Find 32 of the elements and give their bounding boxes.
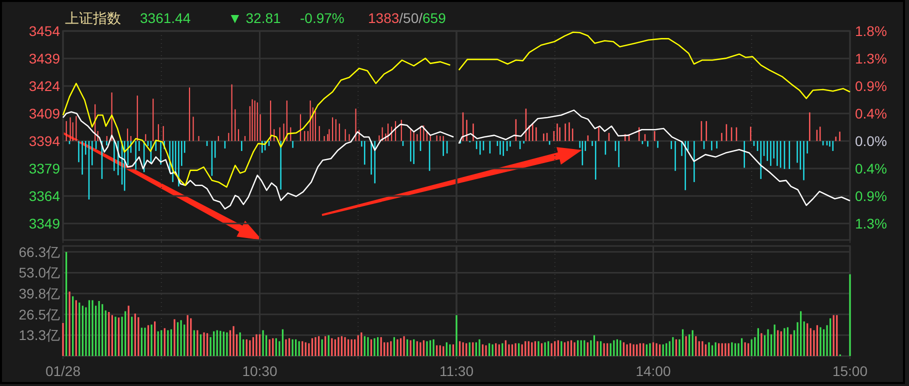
y2-tick-label: 0.9%	[855, 188, 887, 204]
line-series	[62, 58, 451, 188]
y-tick-label: 3454	[28, 23, 60, 39]
y-tick-label: 3424	[28, 78, 60, 94]
y-tick-label: 3379	[28, 160, 60, 176]
chart-title: 上证指数	[65, 10, 121, 26]
text: -0.97%	[300, 10, 344, 26]
y2-tick-label: 0.0%	[855, 133, 887, 150]
x-tick-label: 14:00	[636, 363, 671, 379]
y-tick-label: 13.3亿	[18, 327, 60, 344]
y2-tick-label: 1.3%	[855, 50, 887, 66]
y-tick-label: 3394	[28, 133, 60, 149]
x-tick-label: 10:30	[242, 363, 278, 379]
text: 1383/50/659	[368, 10, 446, 26]
y2-tick-label: 1.8%	[855, 23, 887, 39]
x-tick-label: 01/28	[45, 363, 81, 379]
y-tick-label: 39.8亿	[18, 285, 60, 302]
y-tick-label: 3349	[28, 216, 60, 232]
y-tick-label: 3364	[28, 188, 60, 204]
y-tick-label: 26.5亿	[18, 306, 60, 322]
y2-tick-label: 0.4%	[855, 160, 887, 177]
y2-tick-label: 1.3%	[855, 216, 887, 232]
y-tick-label: 3439	[28, 50, 60, 66]
y2-tick-label: 0.4%	[855, 106, 887, 122]
y-tick-label: 3409	[28, 106, 60, 122]
x-tick-label: 15:00	[832, 363, 868, 379]
text: ▼ 32.81	[228, 10, 281, 26]
x-tick-label: 11:30	[440, 363, 474, 379]
y-tick-label: 66.3亿	[18, 244, 60, 260]
y2-tick-label: 0.9%	[855, 78, 887, 94]
y-tick-label: 53.0亿	[18, 264, 60, 281]
text: 3361.44	[140, 10, 191, 26]
